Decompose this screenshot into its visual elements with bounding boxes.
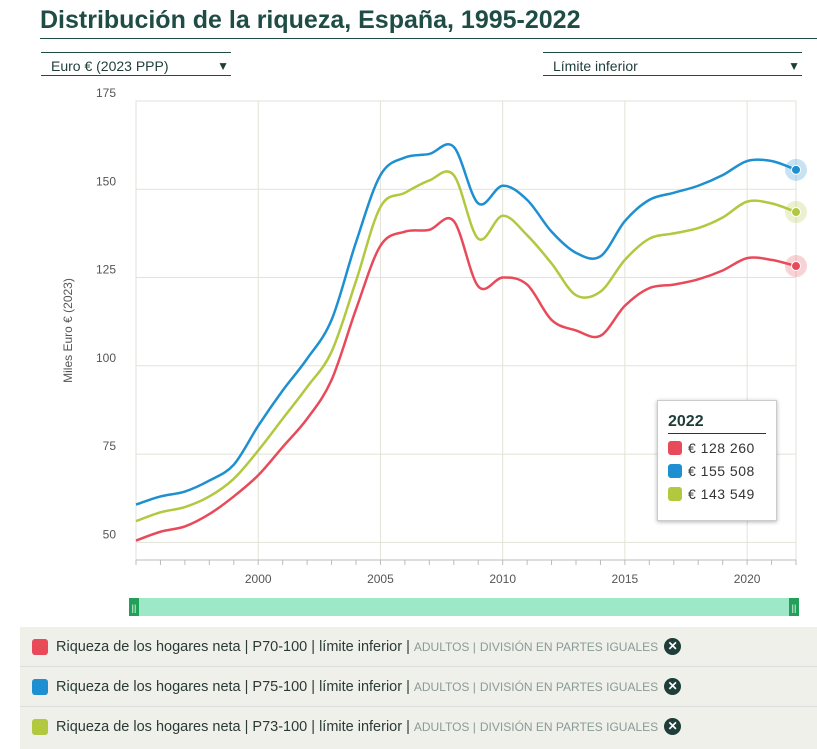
tooltip-value: € 143 549 [688, 486, 755, 502]
title-divider [40, 38, 817, 39]
line-chart: 50 75 100 125 150 175 2000 2005 2010 2015 2020 Mile… [61, 86, 807, 616]
y-axis-label: Miles Euro € (2023) [61, 278, 75, 383]
legend-sub: ADULTOS | [413, 719, 476, 734]
legend-label: Riqueza de los hogares neta | P73-100 | … [56, 718, 410, 735]
slider-handle[interactable] [789, 598, 799, 616]
slider-handle[interactable] [129, 598, 139, 616]
currency-dropdown[interactable]: Euro € (2023 PPP) ▼ [41, 52, 231, 76]
x-tick-label: 2020 [734, 572, 761, 586]
y-tick-label: 125 [96, 263, 116, 277]
legend-sub: DIVISIÓN EN PARTES IGUALES [479, 679, 659, 694]
series-legend: Riqueza de los hogares neta | P70-100 | … [20, 627, 817, 749]
tooltip: 2022 € 128 260 € 155 508 € 143 549 [657, 400, 777, 521]
legend-sub: DIVISIÓN EN PARTES IGUALES [479, 719, 659, 734]
currency-value: Euro € (2023 PPP) [51, 58, 169, 74]
remove-series-button[interactable]: ✕ [664, 638, 682, 655]
swatch [32, 638, 48, 655]
tooltip-year: 2022 [668, 413, 766, 434]
y-tick-label: 175 [96, 86, 116, 100]
data-point [791, 164, 801, 175]
grip-icon: || [792, 603, 797, 613]
swatch [32, 718, 48, 735]
x-tick-label: 2015 [612, 572, 639, 586]
y-tick-label: 100 [96, 351, 116, 365]
legend-label: Riqueza de los hogares neta | P75-100 | … [56, 678, 410, 695]
tooltip-value: € 128 260 [688, 440, 755, 456]
y-tick-label: 75 [103, 439, 117, 453]
y-tick-label: 50 [103, 527, 117, 541]
tooltip-row: € 143 549 [668, 486, 776, 503]
legend-sub: ADULTOS | [413, 639, 476, 654]
swatch [668, 441, 682, 455]
data-point [791, 261, 801, 272]
legend-item: Riqueza de los hogares neta | P75-100 | … [20, 667, 817, 707]
chevron-down-icon: ▼ [217, 59, 229, 73]
x-tick-label: 2000 [245, 572, 272, 586]
series-line [135, 143, 797, 506]
bound-dropdown[interactable]: Límite inferior ▼ [543, 52, 802, 76]
bound-value: Límite inferior [553, 58, 638, 74]
legend-item: Riqueza de los hogares neta | P70-100 | … [20, 627, 817, 667]
series-line [135, 170, 797, 523]
grip-icon: || [132, 603, 137, 613]
remove-series-button[interactable]: ✕ [664, 678, 682, 695]
x-tick-label: 2005 [367, 572, 394, 586]
y-tick-label: 150 [96, 174, 116, 188]
legend-label: Riqueza de los hogares neta | P70-100 | … [56, 638, 410, 655]
tooltip-row: € 128 260 [668, 440, 776, 457]
remove-series-button[interactable]: ✕ [664, 718, 682, 735]
tooltip-row: € 155 508 [668, 463, 776, 480]
swatch [32, 678, 48, 695]
swatch [668, 464, 682, 478]
x-tick-label: 2010 [489, 572, 516, 586]
page-title: Distribución de la riqueza, España, 1995… [40, 6, 581, 34]
legend-sub: ADULTOS | [413, 679, 476, 694]
chevron-down-icon: ▼ [788, 59, 800, 73]
series-line [135, 216, 797, 542]
data-point [791, 207, 801, 218]
swatch [668, 487, 682, 501]
legend-item: Riqueza de los hogares neta | P73-100 | … [20, 707, 817, 746]
legend-sub: DIVISIÓN EN PARTES IGUALES [479, 639, 659, 654]
tooltip-value: € 155 508 [688, 463, 755, 479]
range-slider[interactable] [129, 598, 799, 616]
